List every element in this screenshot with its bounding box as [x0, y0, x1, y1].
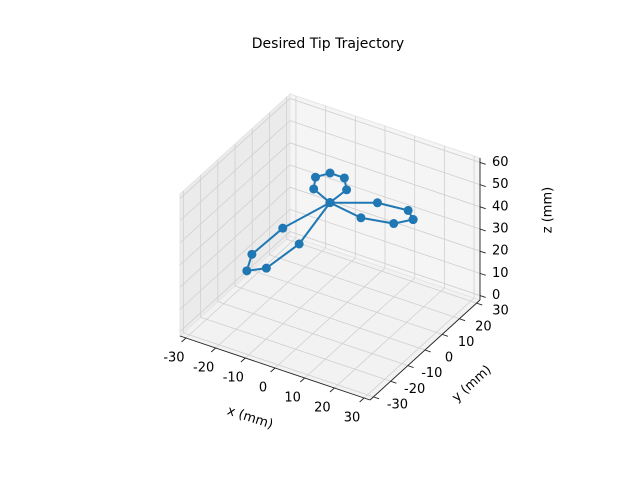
x-tick-label: -30 — [163, 351, 184, 366]
trajectory-point — [325, 168, 335, 178]
tick-mark — [442, 333, 449, 337]
tick-mark — [479, 184, 486, 187]
grid-line — [269, 254, 460, 320]
trajectory-point — [372, 198, 382, 208]
tick-mark — [210, 347, 216, 353]
z-tick-label: 50 — [492, 177, 509, 192]
z-tick-label: 60 — [492, 155, 509, 170]
tick-mark — [181, 337, 187, 343]
trajectory-point — [310, 172, 320, 182]
z-tick-label: 30 — [492, 222, 509, 237]
tick-mark — [240, 357, 246, 363]
trajectory-point — [294, 239, 304, 249]
tick-mark — [479, 250, 486, 254]
trajectory-point — [247, 249, 257, 259]
trajectory-point — [356, 213, 366, 223]
grid-line — [179, 98, 291, 199]
grid-line — [289, 231, 481, 296]
z-tick-label: 40 — [492, 199, 509, 214]
tick-mark — [479, 295, 486, 298]
tick-mark — [359, 397, 365, 403]
z-tick-label: 0 — [492, 288, 500, 303]
trajectory-point — [408, 215, 418, 225]
y-tick-label: 10 — [458, 335, 475, 350]
grid-line — [289, 186, 481, 252]
tick-mark — [479, 162, 486, 165]
grid-line — [179, 231, 291, 332]
grid-line — [289, 98, 481, 163]
x-axis-line — [179, 335, 371, 401]
grid-line — [286, 238, 477, 304]
tick-mark — [479, 206, 486, 210]
x-tick-label: 20 — [314, 401, 331, 416]
tick-mark — [407, 365, 414, 368]
trajectory-point — [342, 185, 352, 195]
trajectory-point — [261, 263, 271, 273]
grid-line — [234, 285, 426, 351]
trajectory-point — [278, 223, 288, 233]
z-axis-label: z (mm) — [541, 187, 556, 233]
y-tick-label: -10 — [421, 366, 442, 381]
x-tick-label: 0 — [259, 381, 267, 396]
grid-line — [179, 142, 291, 244]
grid-line — [183, 332, 374, 398]
z-tick-label: 10 — [492, 266, 509, 281]
grid-line — [252, 269, 443, 335]
x-tick-label: -20 — [193, 361, 214, 376]
x-tick-label: -10 — [223, 371, 244, 386]
x-tick-label: 30 — [344, 411, 361, 426]
y-tick-label: 20 — [475, 319, 492, 334]
grid-line — [289, 208, 481, 274]
grid-line — [179, 209, 291, 310]
grid-line — [217, 301, 408, 367]
trajectory-point — [389, 219, 399, 229]
y-axis-line — [369, 299, 481, 401]
grid-line — [289, 142, 481, 208]
tick-mark — [479, 228, 486, 232]
y-tick-label: 0 — [445, 351, 453, 366]
grid-line — [200, 316, 391, 382]
grid-line — [289, 120, 481, 186]
tick-mark — [459, 318, 466, 322]
tick-mark — [373, 396, 380, 400]
trajectory-point — [325, 198, 335, 208]
trajectory-point — [403, 205, 413, 215]
y-tick-label: -30 — [387, 397, 408, 412]
y-tick-label: -20 — [404, 382, 425, 397]
grid-line — [179, 120, 291, 221]
grid-line — [179, 164, 291, 266]
chart-title: Desired Tip Trajectory — [252, 36, 404, 52]
tick-mark — [390, 380, 397, 384]
tick-mark — [479, 272, 486, 276]
tick-mark — [299, 377, 305, 383]
y-tick-label: 30 — [492, 304, 509, 319]
grid-line — [179, 186, 291, 288]
trajectory-point — [339, 173, 349, 183]
x-tick-label: 10 — [284, 391, 301, 406]
tick-mark — [270, 367, 276, 373]
z-tick-label: 20 — [492, 244, 509, 259]
tick-mark — [476, 302, 483, 306]
trajectory-point — [242, 266, 252, 276]
tick-mark — [424, 349, 431, 353]
trajectory-point — [309, 184, 319, 194]
tick-mark — [329, 387, 335, 393]
